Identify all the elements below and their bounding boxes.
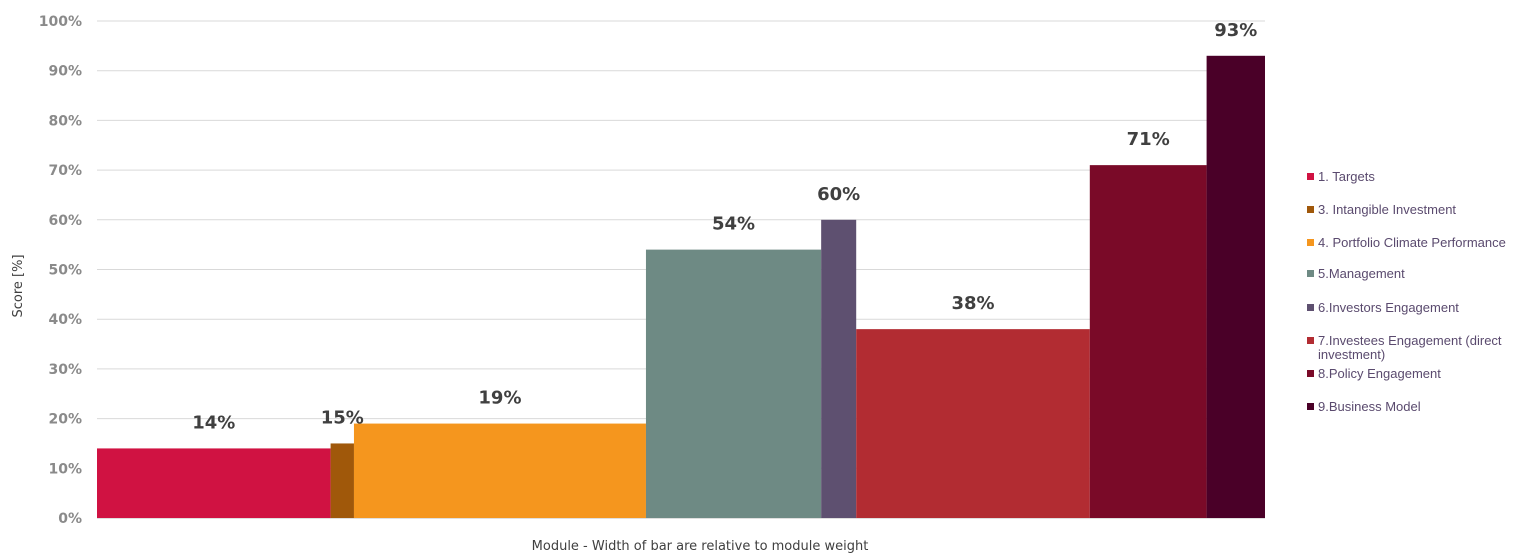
data-label: 54% — [712, 214, 755, 235]
x-axis-title: Module - Width of bar are relative to mo… — [532, 539, 869, 553]
legend-swatch — [1307, 239, 1314, 246]
legend-swatch — [1307, 337, 1314, 344]
y-tick-label: 50% — [48, 263, 82, 279]
legend-swatch — [1307, 304, 1314, 311]
bar-3 — [353, 423, 646, 518]
legend-swatch — [1307, 370, 1314, 377]
bar-5 — [821, 219, 857, 519]
y-tick-label: 80% — [48, 113, 82, 129]
y-tick-label: 70% — [48, 163, 82, 179]
legend-label: 8.Policy Engagement — [1318, 366, 1441, 381]
bar-1 — [97, 448, 331, 518]
data-label: 71% — [1127, 129, 1170, 150]
data-label: 60% — [817, 184, 860, 205]
y-tick-label: 10% — [48, 461, 82, 477]
y-tick-label: 40% — [48, 312, 82, 328]
y-tick-label: 90% — [48, 64, 82, 80]
legend-label: 6.Investors Engagement — [1318, 300, 1459, 315]
y-tick-label: 0% — [58, 511, 82, 527]
legend-label: 3. Intangible Investment — [1318, 202, 1456, 217]
bar-7 — [1089, 165, 1207, 518]
y-tick-label: 60% — [48, 213, 82, 229]
legend-label: 7.Investees Engagement (direct — [1318, 333, 1502, 348]
data-label: 38% — [951, 293, 994, 314]
bar-4 — [645, 249, 822, 518]
bar-6 — [856, 329, 1090, 518]
legend-swatch — [1307, 403, 1314, 410]
bars — [97, 55, 1265, 519]
data-label: 14% — [192, 412, 235, 433]
legend-label: 5.Management — [1318, 266, 1405, 281]
legend-label: investment) — [1318, 347, 1385, 362]
y-tick-label: 30% — [48, 362, 82, 378]
legend-label: 1. Targets — [1318, 169, 1375, 184]
legend-swatch — [1307, 173, 1314, 180]
data-label: 19% — [478, 388, 521, 409]
data-label: 93% — [1214, 20, 1257, 41]
y-axis-ticks: 0% 10% 20% 30% 40% 50% 60% 70% 80% 90% 100% — [39, 14, 82, 527]
bar-2 — [330, 443, 354, 518]
legend: 1. Targets 3. Intangible Investment 4. Por… — [1307, 169, 1506, 414]
legend-label: 9.Business Model — [1318, 399, 1421, 414]
legend-swatch — [1307, 206, 1314, 213]
y-tick-label: 100% — [39, 14, 82, 30]
data-label: 15% — [321, 407, 364, 428]
bar-8 — [1206, 55, 1265, 518]
legend-swatch — [1307, 270, 1314, 277]
y-tick-label: 20% — [48, 412, 82, 428]
legend-label: 4. Portfolio Climate Performance — [1318, 235, 1506, 250]
y-axis-title: Score [%] — [11, 254, 26, 317]
data-labels: 14% 15% 19% 54% 60% 38% 71% 93% — [192, 20, 1257, 434]
